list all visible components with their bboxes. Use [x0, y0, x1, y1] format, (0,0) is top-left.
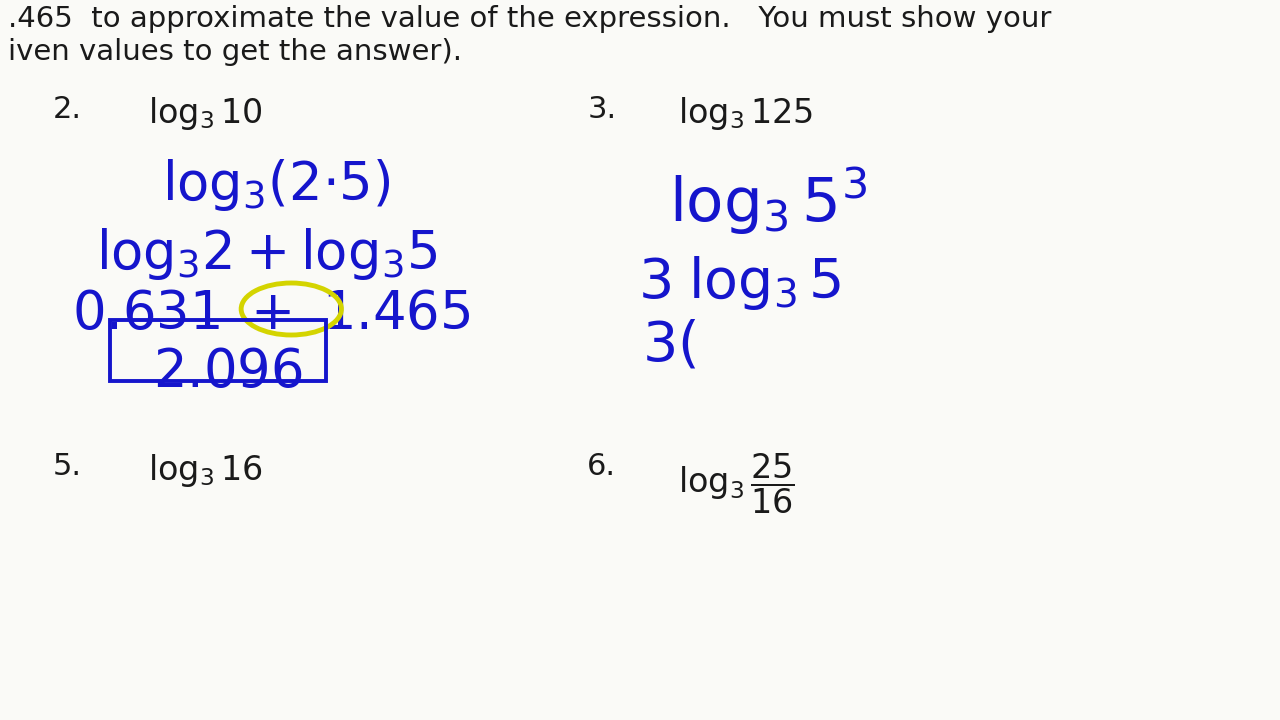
Text: $\mathrm{log}_3 2 + \mathrm{log}_3 5$: $\mathrm{log}_3 2 + \mathrm{log}_3 5$ — [96, 226, 436, 282]
Text: $\log_3 125$: $\log_3 125$ — [678, 95, 813, 132]
Text: 2.: 2. — [52, 95, 82, 124]
Text: $0.631\ +\ 1.465$: $0.631\ +\ 1.465$ — [72, 288, 470, 340]
Text: $3($: $3($ — [641, 318, 696, 371]
Text: $\log_3 10$: $\log_3 10$ — [148, 95, 262, 132]
Text: $2.096$: $2.096$ — [152, 346, 302, 398]
Text: 3.: 3. — [588, 95, 617, 124]
Text: $\mathrm{log}_3\,5^3$: $\mathrm{log}_3\,5^3$ — [668, 165, 867, 237]
Text: $\mathrm{log}_3(2{\cdot}5)$: $\mathrm{log}_3(2{\cdot}5)$ — [163, 157, 390, 213]
Text: .465  to approximate the value of the expression.   You must show your: .465 to approximate the value of the exp… — [8, 5, 1051, 33]
Text: 6.: 6. — [588, 452, 617, 481]
Text: $\log_3 \dfrac{25}{16}$: $\log_3 \dfrac{25}{16}$ — [678, 452, 795, 516]
Text: $3\;\mathrm{log}_3\,5$: $3\;\mathrm{log}_3\,5$ — [637, 254, 841, 312]
Text: iven values to get the answer).: iven values to get the answer). — [8, 38, 462, 66]
Text: 5.: 5. — [52, 452, 82, 481]
Text: $\log_3 16$: $\log_3 16$ — [148, 452, 262, 489]
